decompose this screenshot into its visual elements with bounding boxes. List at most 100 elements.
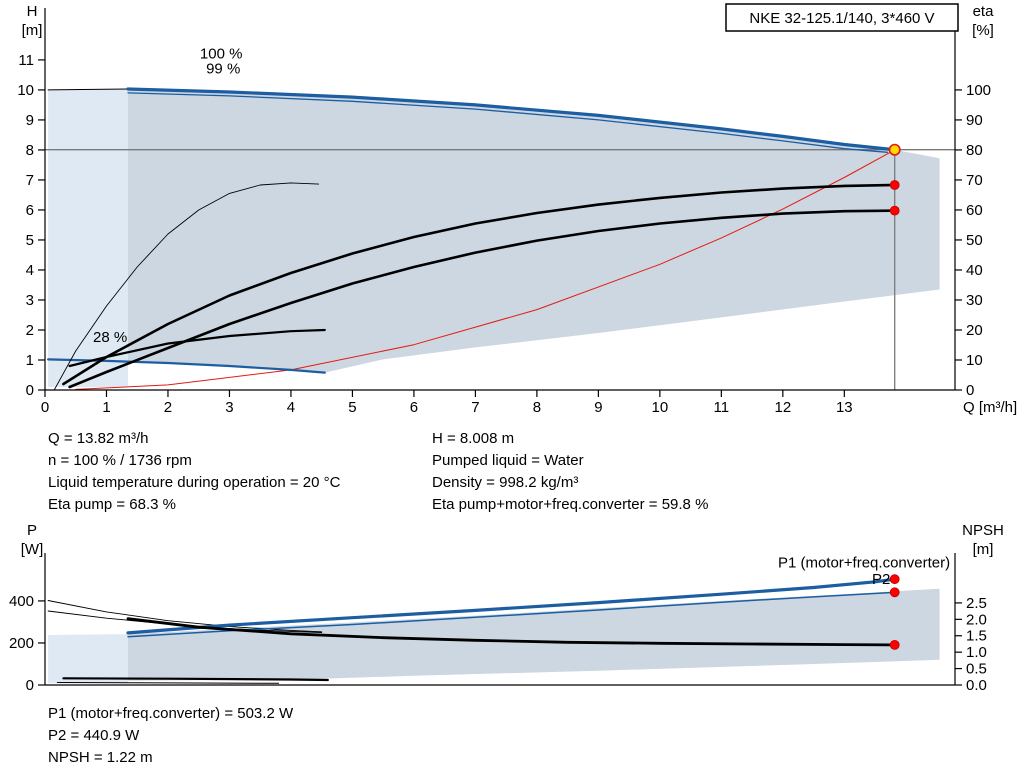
svg-text:0: 0 (966, 382, 974, 399)
info-head: H = 8.008 m (432, 430, 515, 447)
svg-text:90: 90 (966, 112, 983, 129)
npsh-curve (126, 617, 897, 647)
y-right-axis-label: eta (973, 3, 995, 20)
hq-eta-chart: 100 %99 %28 %012345678910110102030405060… (17, 3, 1017, 416)
svg-text:30: 30 (966, 292, 983, 309)
operating-envelope-light (48, 89, 128, 387)
svg-text:1: 1 (26, 352, 34, 369)
svg-text:0: 0 (26, 677, 34, 694)
svg-text:12: 12 (774, 399, 791, 416)
y-left-axis-label: P (27, 525, 37, 539)
svg-text:10: 10 (652, 399, 669, 416)
pump-title-box (725, 3, 959, 32)
svg-text:5: 5 (348, 399, 356, 416)
info-flow: Q = 13.82 m³/h (48, 430, 149, 447)
x-axis-label: Q [m³/h] (963, 399, 1017, 416)
svg-text:1: 1 (102, 399, 110, 416)
svg-text:13: 13 (836, 399, 853, 416)
control-curve (75, 149, 896, 390)
svg-text:2.0: 2.0 (966, 611, 987, 628)
svg-text:400: 400 (9, 593, 34, 610)
result-p2: P2 = 440.9 W (48, 727, 140, 744)
y-right-axis-unit: [m] (973, 541, 994, 558)
p1-point (889, 574, 900, 585)
result-p1: P1 (motor+freq.converter) = 503.2 W (48, 705, 294, 722)
info-speed: n = 100 % / 1736 rpm (48, 452, 192, 469)
svg-text:0: 0 (26, 382, 34, 399)
svg-text:100: 100 (966, 82, 991, 99)
svg-text:11: 11 (714, 399, 730, 416)
axes (44, 8, 956, 391)
svg-text:2.5: 2.5 (966, 595, 987, 612)
speed-label-28: 28 % (93, 329, 127, 346)
svg-text:4: 4 (26, 262, 34, 279)
info-eta-total: Eta pump+motor+freq.converter = 59.8 % (432, 496, 709, 513)
info-pumped-liquid: Pumped liquid = Water (432, 452, 584, 469)
eta-pump-point (889, 180, 900, 190)
results-block: P1 (motor+freq.converter) = 503.2 W P2 =… (48, 703, 293, 769)
info-eta-pump: Eta pump = 68.3 % (48, 496, 176, 513)
p1-label: P1 (motor+freq.converter) (778, 554, 950, 571)
eta-total-28-curve (68, 328, 326, 368)
svg-text:3: 3 (225, 399, 233, 416)
svg-text:50: 50 (966, 232, 983, 249)
svg-text:4: 4 (287, 399, 295, 416)
svg-text:1.5: 1.5 (966, 628, 987, 645)
y-left-axis-unit: [m] (22, 22, 43, 39)
p2-label: P2 (872, 571, 890, 588)
svg-text:6: 6 (410, 399, 418, 416)
y-left-axis-unit: [W] (21, 541, 44, 558)
speed-label-99: 99 % (206, 60, 240, 77)
duty-info-left-column: Q = 13.82 m³/h n = 100 % / 1736 rpm Liqu… (48, 428, 340, 516)
svg-text:11: 11 (18, 52, 34, 69)
svg-text:2: 2 (26, 322, 34, 339)
power-npsh-chart: P1 (motor+freq.converter)P2 0 200 400 0.00.5… (9, 525, 1004, 694)
power-envelope-light (48, 634, 128, 684)
npsh-point (889, 640, 900, 650)
power-envelope (128, 588, 940, 681)
pump-curve-28 (46, 358, 326, 374)
operating-envelope (128, 89, 940, 373)
pump-curve-100 (126, 87, 897, 152)
svg-text:7: 7 (26, 172, 34, 189)
p1-thin-curve (47, 600, 323, 633)
eta-total-point (889, 205, 900, 216)
svg-text:9: 9 (26, 112, 34, 129)
svg-text:3: 3 (26, 292, 34, 309)
svg-text:60: 60 (966, 202, 983, 219)
y-right-axis-unit: [%] (972, 22, 994, 39)
svg-text:20: 20 (966, 322, 983, 339)
pump-curve-99 (127, 92, 889, 153)
svg-text:10: 10 (966, 352, 983, 369)
svg-text:7: 7 (471, 399, 479, 416)
p2-28-curve (56, 682, 280, 684)
eta-pump-curve (62, 183, 897, 386)
svg-text:9: 9 (594, 399, 602, 416)
pump-title: NKE 32-125.1/140, 3*460 V (749, 10, 934, 27)
duty-info-right-column: H = 8.008 m Pumped liquid = Water Densit… (432, 428, 708, 516)
svg-text:10: 10 (17, 82, 34, 99)
p1-curve (126, 577, 897, 635)
svg-text:8: 8 (26, 142, 34, 159)
svg-text:40: 40 (966, 262, 983, 279)
info-density: Density = 998.2 kg/m³ (432, 474, 579, 491)
curve-edge-left (47, 88, 129, 91)
svg-text:5: 5 (26, 232, 34, 249)
eta-pump-28-curve (53, 182, 320, 391)
svg-text:200: 200 (9, 635, 34, 652)
svg-text:0.0: 0.0 (966, 677, 987, 694)
tick-labels: 0 200 400 0.00.51.01.52.02.5 (9, 593, 987, 694)
svg-text:70: 70 (966, 172, 983, 189)
svg-text:6: 6 (26, 202, 34, 219)
speed-label-100: 100 % (200, 45, 243, 62)
svg-text:80: 80 (966, 142, 983, 159)
svg-text:2: 2 (164, 399, 172, 416)
p1-28-curve (62, 677, 329, 682)
duty-point (888, 143, 901, 156)
svg-text:8: 8 (533, 399, 541, 416)
p2-point (889, 587, 900, 598)
result-npsh: NPSH = 1.22 m (48, 749, 153, 766)
y-right-axis-label: NPSH (962, 525, 1004, 539)
